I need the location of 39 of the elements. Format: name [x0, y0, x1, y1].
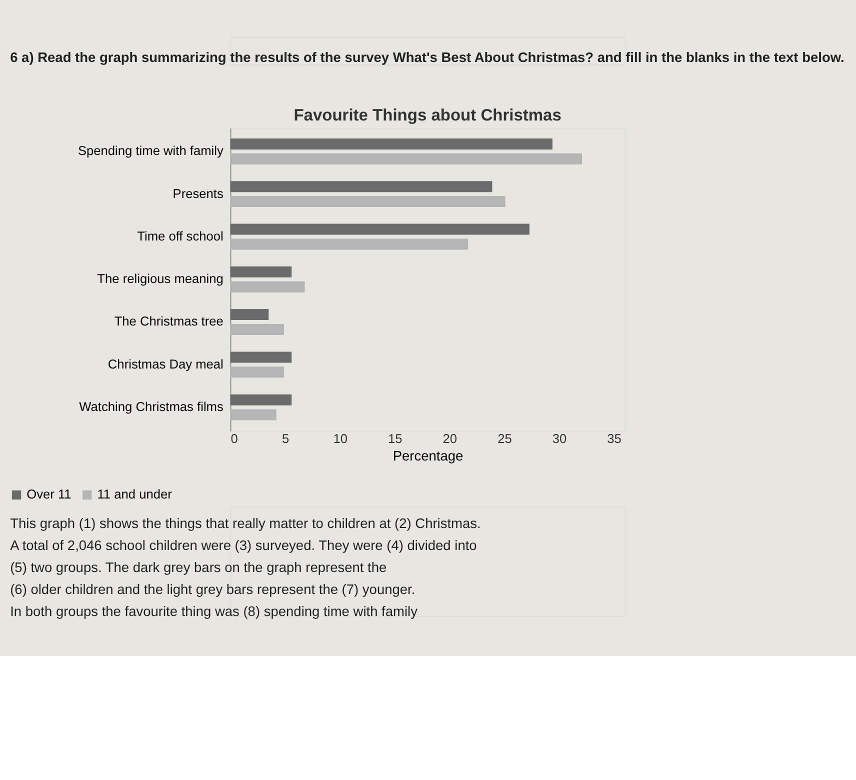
y-tick-label: Presents: [172, 186, 224, 201]
bar: [230, 281, 305, 292]
x-axis-title: Percentage: [392, 448, 464, 464]
bar: [230, 196, 506, 208]
bar: [230, 138, 552, 150]
bar: [230, 409, 276, 420]
y-tick-label: Time off school: [137, 228, 224, 244]
y-tick-label: The religious meaning: [97, 271, 224, 286]
bar: [230, 181, 492, 192]
bar: [230, 366, 284, 378]
x-tick-label: 5: [282, 431, 290, 446]
y-tick-label: Christmas Day meal: [108, 356, 224, 372]
text: (6) older children and the light grey bars represent the (7) younger.: [10, 582, 416, 598]
bar: [230, 224, 530, 235]
bar: [230, 153, 582, 164]
y-tick-label: Watching Christmas films: [79, 398, 224, 414]
legend-label: Over 11: [26, 486, 72, 502]
x-tick-label: 35: [607, 431, 622, 446]
x-tick-label: 25: [498, 431, 512, 446]
text: This graph (1) shows the things that really matter to children at (2) Christmas.: [10, 516, 481, 532]
bar: [230, 324, 284, 335]
x-tick-label: 30: [552, 431, 567, 446]
text: (5) two groups. The dark grey bars on the graph represent the: [10, 560, 387, 576]
x-tick-label: 20: [442, 431, 458, 446]
text: 6 a) Read the graph summarizing the results of the survey What's Best About Christmas? and fill in the blanks in the text below.: [10, 50, 844, 65]
x-tick-label: 10: [333, 431, 348, 446]
chart-title: Favourite Things about Christmas: [294, 106, 562, 125]
y-tick-label: Spending time with family: [78, 143, 224, 158]
text: A total of 2,046 school children were (3) surveyed. They were (4) divided into: [10, 538, 478, 554]
bar: [230, 394, 292, 406]
legend-label: 11 and under: [97, 486, 173, 502]
bar: [230, 352, 292, 363]
text: In both groups the favourite thing was (8) spending time with family: [10, 604, 418, 620]
x-tick-label: 15: [388, 431, 402, 446]
x-tick-label: 0: [230, 431, 238, 446]
bar: [230, 309, 269, 320]
bar: [230, 238, 468, 250]
y-tick-label: The Christmas tree: [114, 314, 224, 329]
bar: [230, 266, 292, 278]
